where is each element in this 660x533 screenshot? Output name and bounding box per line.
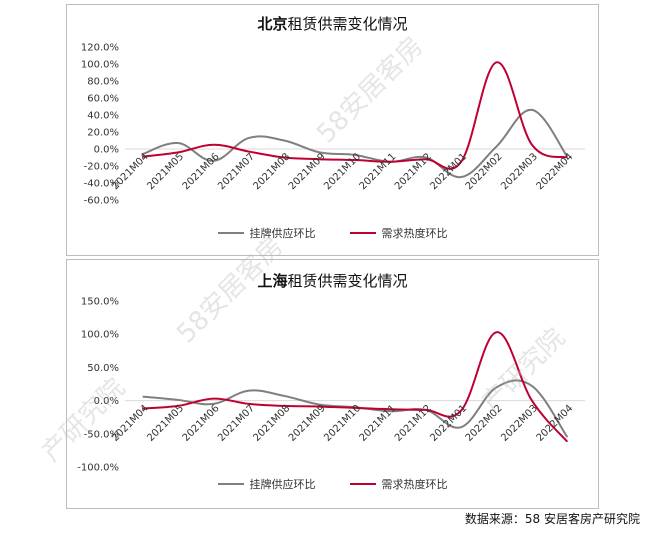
beijing-title-city: 北京 — [257, 15, 288, 33]
beijing-legend: 挂牌供应环比 需求热度环比 — [67, 225, 598, 241]
y-tick-label: 80.0% — [87, 77, 119, 88]
y-tick-label: 40.0% — [87, 111, 119, 122]
shanghai-chart: 上海租赁供需变化情况 150.0% 100.0% 50.0% 0.0% -50.0% -1… — [66, 259, 599, 509]
y-tick-label: 50.0% — [87, 363, 119, 374]
y-tick-label: 60.0% — [87, 94, 119, 105]
x-tick-label: 2022M03 — [499, 403, 540, 444]
legend-swatch-supply — [217, 483, 244, 485]
y-tick-label: -100.0% — [77, 463, 119, 474]
y-tick-label: 20.0% — [87, 128, 119, 139]
legend-item-demand: 需求热度环比 — [349, 476, 448, 492]
shanghai-legend: 挂牌供应环比 需求热度环比 — [67, 476, 598, 492]
x-tick-label: 2021M09 — [287, 403, 328, 444]
y-tick-label: 120.0% — [81, 43, 119, 54]
legend-swatch-demand — [349, 483, 376, 485]
x-tick-label: 2021M06 — [181, 403, 222, 444]
y-tick-label: 150.0% — [81, 297, 119, 308]
legend-label-supply: 挂牌供应环比 — [249, 478, 316, 491]
shanghai-title-rest: 租赁供需变化情况 — [287, 272, 408, 290]
x-tick-label: 2021M10 — [322, 151, 363, 192]
y-tick-label: -20.0% — [84, 162, 119, 173]
y-tick-label: 0.0% — [94, 145, 119, 156]
legend-label-demand: 需求热度环比 — [381, 227, 448, 240]
x-tick-label: 2021M07 — [216, 403, 257, 444]
y-tick-label: 100.0% — [81, 330, 119, 341]
beijing-plot: 120.0% 100.0% 80.0% 60.0% 40.0% 20.0% 0.0% -20.… — [81, 43, 585, 207]
legend-item-supply: 挂牌供应环比 — [217, 225, 316, 241]
x-tick-label: 2022M01 — [428, 151, 469, 192]
x-tick-label: 2022M01 — [428, 403, 469, 444]
series-line-supply — [142, 108, 569, 179]
legend-label-demand: 需求热度环比 — [381, 478, 448, 491]
source-note: 数据来源：58 安居客房产研究院 — [464, 512, 640, 526]
y-tick-label: -60.0% — [84, 196, 119, 207]
beijing-title-rest: 租赁供需变化情况 — [287, 15, 408, 33]
x-tick-label: 2022M04 — [535, 403, 576, 444]
legend-swatch-supply — [217, 232, 244, 234]
x-tick-label: 2022M02 — [464, 151, 505, 192]
beijing-chart: 北京租赁供需变化情况 120.0% 100.0% 80.0% 60.0% 40.0% 20… — [66, 4, 599, 256]
x-tick-label: 2022M03 — [499, 151, 540, 192]
y-tick-label: -40.0% — [84, 179, 119, 190]
legend-label-supply: 挂牌供应环比 — [249, 227, 316, 240]
shanghai-title-city: 上海 — [257, 272, 288, 290]
x-tick-label: 2021M10 — [322, 403, 363, 444]
series-line-demand — [142, 331, 569, 443]
legend-swatch-demand — [349, 232, 376, 234]
beijing-chart-title: 北京租赁供需变化情况 — [67, 13, 598, 34]
y-tick-label: 100.0% — [81, 60, 119, 71]
x-tick-label: 2021M05 — [145, 151, 186, 192]
legend-item-supply: 挂牌供应环比 — [217, 476, 316, 492]
x-tick-label: 2022M02 — [464, 403, 505, 444]
shanghai-chart-title: 上海租赁供需变化情况 — [67, 270, 598, 291]
x-tick-label: 2021M04 — [110, 403, 151, 444]
series-line-demand — [142, 61, 568, 170]
legend-item-demand: 需求热度环比 — [349, 225, 448, 241]
x-tick-label: 2021M08 — [251, 403, 292, 444]
y-tick-label: 0.0% — [94, 396, 119, 407]
y-tick-label: -50.0% — [84, 429, 119, 440]
x-tick-label: 2021M08 — [251, 151, 292, 192]
shanghai-plot: 150.0% 100.0% 50.0% 0.0% -50.0% -100.0% 2021M0… — [77, 297, 585, 474]
